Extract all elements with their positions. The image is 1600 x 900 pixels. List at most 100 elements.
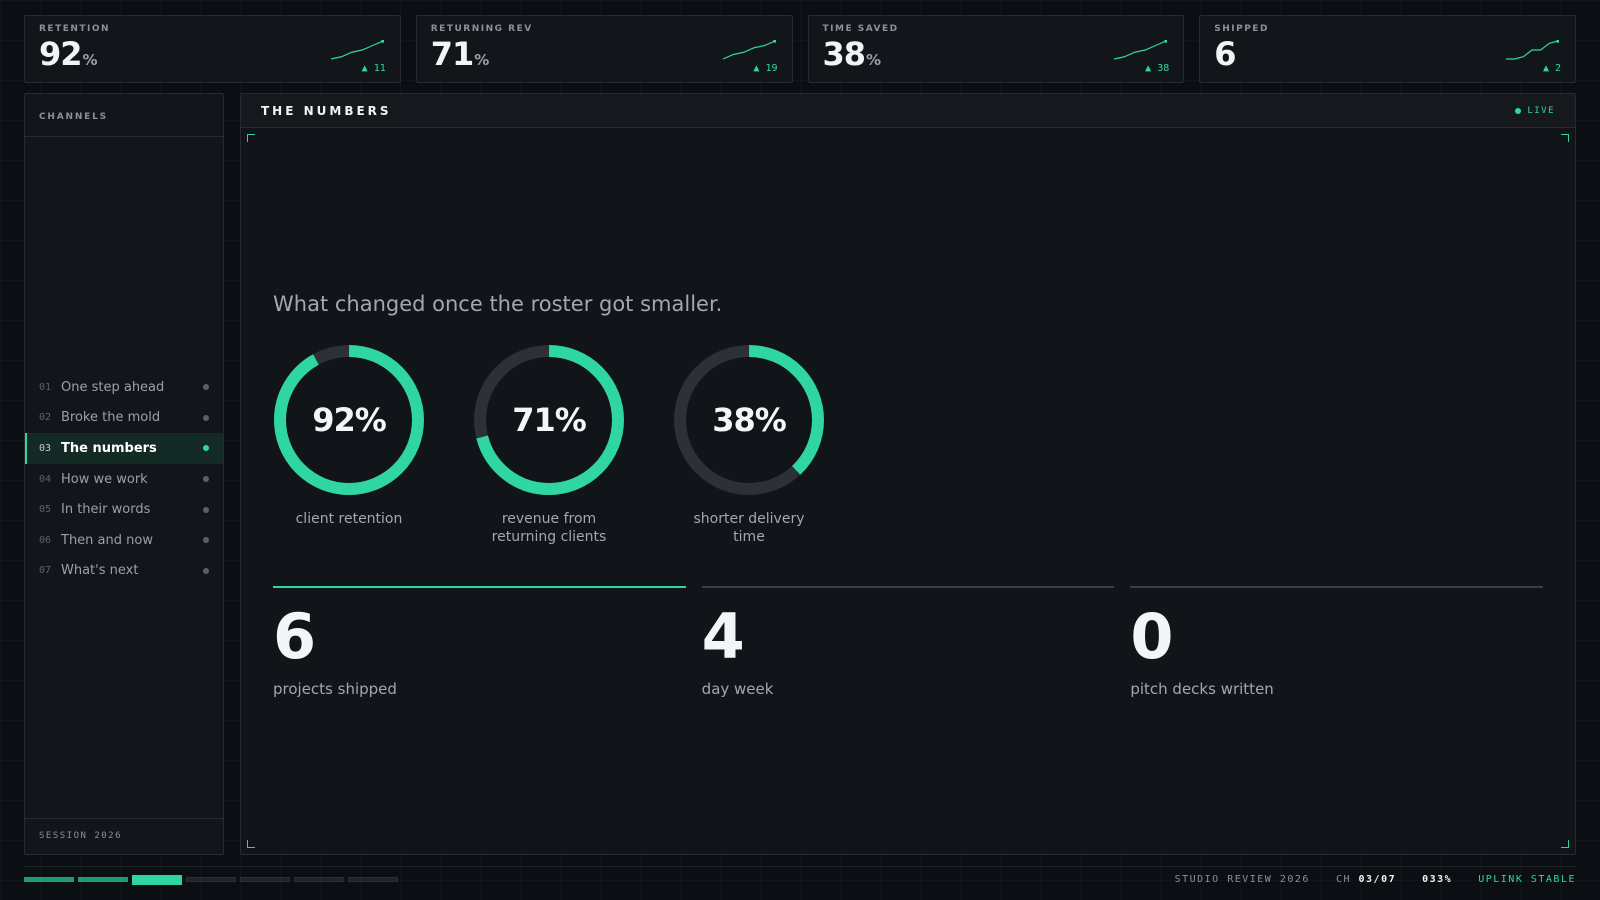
sparkline-end-point [772,40,776,43]
donut-value: 38% [712,401,787,439]
nav-number: 01 [39,381,52,393]
sparkline-chart [1506,40,1559,60]
status-dot-icon [203,567,209,574]
sparkline-chart [330,40,384,60]
channel-nav: 01 One step ahead 02 Broke the mold 03 T… [25,372,223,586]
sidebar-item-one-step-ahead[interactable]: 01 One step ahead [25,372,223,403]
donut-delivery-time: 38% shorter delivery time [673,344,825,546]
progress-segment[interactable] [78,877,128,882]
donut-svg [274,345,424,495]
kpi-number: 38 [822,35,867,73]
corner-bracket-icon [1561,134,1569,142]
kpi-row: RETENTION 92% ▲ 11 RETURNING REV 71% ▲ 1… [24,15,1576,83]
nav-number: 05 [39,504,52,516]
page-title: THE NUMBERS [261,103,392,118]
live-dot-icon [1515,107,1522,114]
kpi-delta: ▲ 2 [1542,63,1561,74]
nav-number: 04 [39,473,52,485]
kpi-label: TIME SAVED [822,24,899,34]
session-label: SESSION 2026 [25,818,223,854]
donut-charts: 92% client retention 71% revenue from re… [273,344,825,546]
sparkline-chart [1114,40,1168,60]
main-panel: THE NUMBERS LIVE What changed once the r… [240,93,1576,855]
sparkline-end-point [1164,40,1168,43]
sidebar: CHANNELS 01 One step ahead 02 Broke the … [24,93,224,855]
kpi-number: 71 [430,35,475,73]
sparkline-end-point [1556,40,1559,43]
kpi-card-returning-rev[interactable]: RETURNING REV 71% ▲ 19 [415,15,793,83]
nav-label: One step ahead [61,379,165,395]
progress-segment[interactable] [348,877,398,882]
donut-value: 92% [312,401,387,439]
kpi-card-shipped[interactable]: SHIPPED 6 ▲ 2 [1199,15,1576,83]
donut-svg [674,345,824,495]
chapter-label: CH [1335,874,1351,885]
kpi-value: 6 [1214,36,1561,78]
donut-label: client retention [295,511,403,527]
nav-label: What's next [61,563,139,579]
kpi-card-retention[interactable]: RETENTION 92% ▲ 11 [24,15,401,83]
panel-header: THE NUMBERS LIVE [241,94,1575,128]
uplink-status: UPLINK STABLE [1478,874,1576,885]
sidebar-item-then-and-now[interactable]: 06 Then and now [25,525,223,556]
sidebar-item-broke-the-mold[interactable]: 02 Broke the mold [25,403,223,434]
status-readout: STUDIO REVIEW 2026 CH 03/07 033% UPLINK … [1175,874,1576,885]
donut-value: 71% [512,401,587,439]
nav-number: 03 [39,442,52,454]
progress-segment[interactable] [240,877,290,882]
sparkline-end-point [380,40,384,43]
corner-bracket-icon [247,134,255,142]
status-bar: STUDIO REVIEW 2026 CH 03/07 033% UPLINK … [24,866,1576,892]
donut-revenue-returning: 71% revenue from returning clients [473,344,625,546]
stat-label: pitch decks written [1130,680,1274,698]
stat-pitch-decks: 0 pitch decks written [1130,586,1544,698]
status-dot-icon [203,414,209,421]
status-dot-icon [203,384,209,391]
donut-ring: 92% [273,344,425,496]
chapter-indicator: CH 03/07 [1336,874,1396,885]
progress-percent: 033% [1422,874,1453,885]
stat-label: day week [701,680,774,698]
sparkline-line [722,40,775,60]
kpi-value: 92% [39,36,386,78]
kpi-label: RETENTION [39,24,111,34]
sidebar-item-in-their-words[interactable]: 05 In their words [25,494,223,525]
status-dot-icon [203,445,209,452]
progress-segment[interactable] [294,877,344,882]
nav-number: 06 [39,534,52,546]
stat-row: 6 projects shipped 4 day week 0 pitch de… [273,586,1544,698]
donut-arc [474,345,624,495]
nav-label: How we work [61,471,148,487]
kpi-delta: ▲ 11 [361,63,386,74]
donut-ring: 71% [473,344,625,496]
kpi-delta: ▲ 38 [1145,63,1170,74]
sidebar-item-how-we-work[interactable]: 04 How we work [25,464,223,495]
sidebar-item-the-numbers[interactable]: 03 The numbers [25,433,223,464]
kpi-unit: % [82,51,98,69]
progress-segment[interactable] [132,874,182,885]
stat-value: 4 [701,600,745,673]
progress-segment[interactable] [186,877,236,882]
nav-label: Broke the mold [61,410,161,426]
nav-number: 07 [39,565,52,577]
progress-segment[interactable] [24,877,74,882]
corner-bracket-icon [1561,840,1569,848]
kpi-value: 38% [823,36,1170,78]
stat-projects-shipped: 6 projects shipped [273,586,686,698]
nav-label: Then and now [61,532,153,548]
nav-number: 02 [39,412,52,424]
stat-day-week: 4 day week [701,586,1115,698]
kpi-number: 92 [39,35,83,73]
kpi-unit: % [866,51,882,69]
status-dot-icon [203,506,209,513]
sparkline-chart [722,40,776,60]
live-indicator: LIVE [1515,106,1555,116]
stat-value: 6 [273,600,317,673]
donut-label: shorter delivery time [693,511,805,545]
status-dot-icon [203,476,209,483]
nav-label: The numbers [61,440,157,456]
sidebar-item-whats-next[interactable]: 07 What's next [25,556,223,587]
stat-value: 0 [1130,600,1174,673]
kpi-card-time-saved[interactable]: TIME SAVED 38% ▲ 38 [807,15,1185,83]
donut-arc [274,345,424,495]
